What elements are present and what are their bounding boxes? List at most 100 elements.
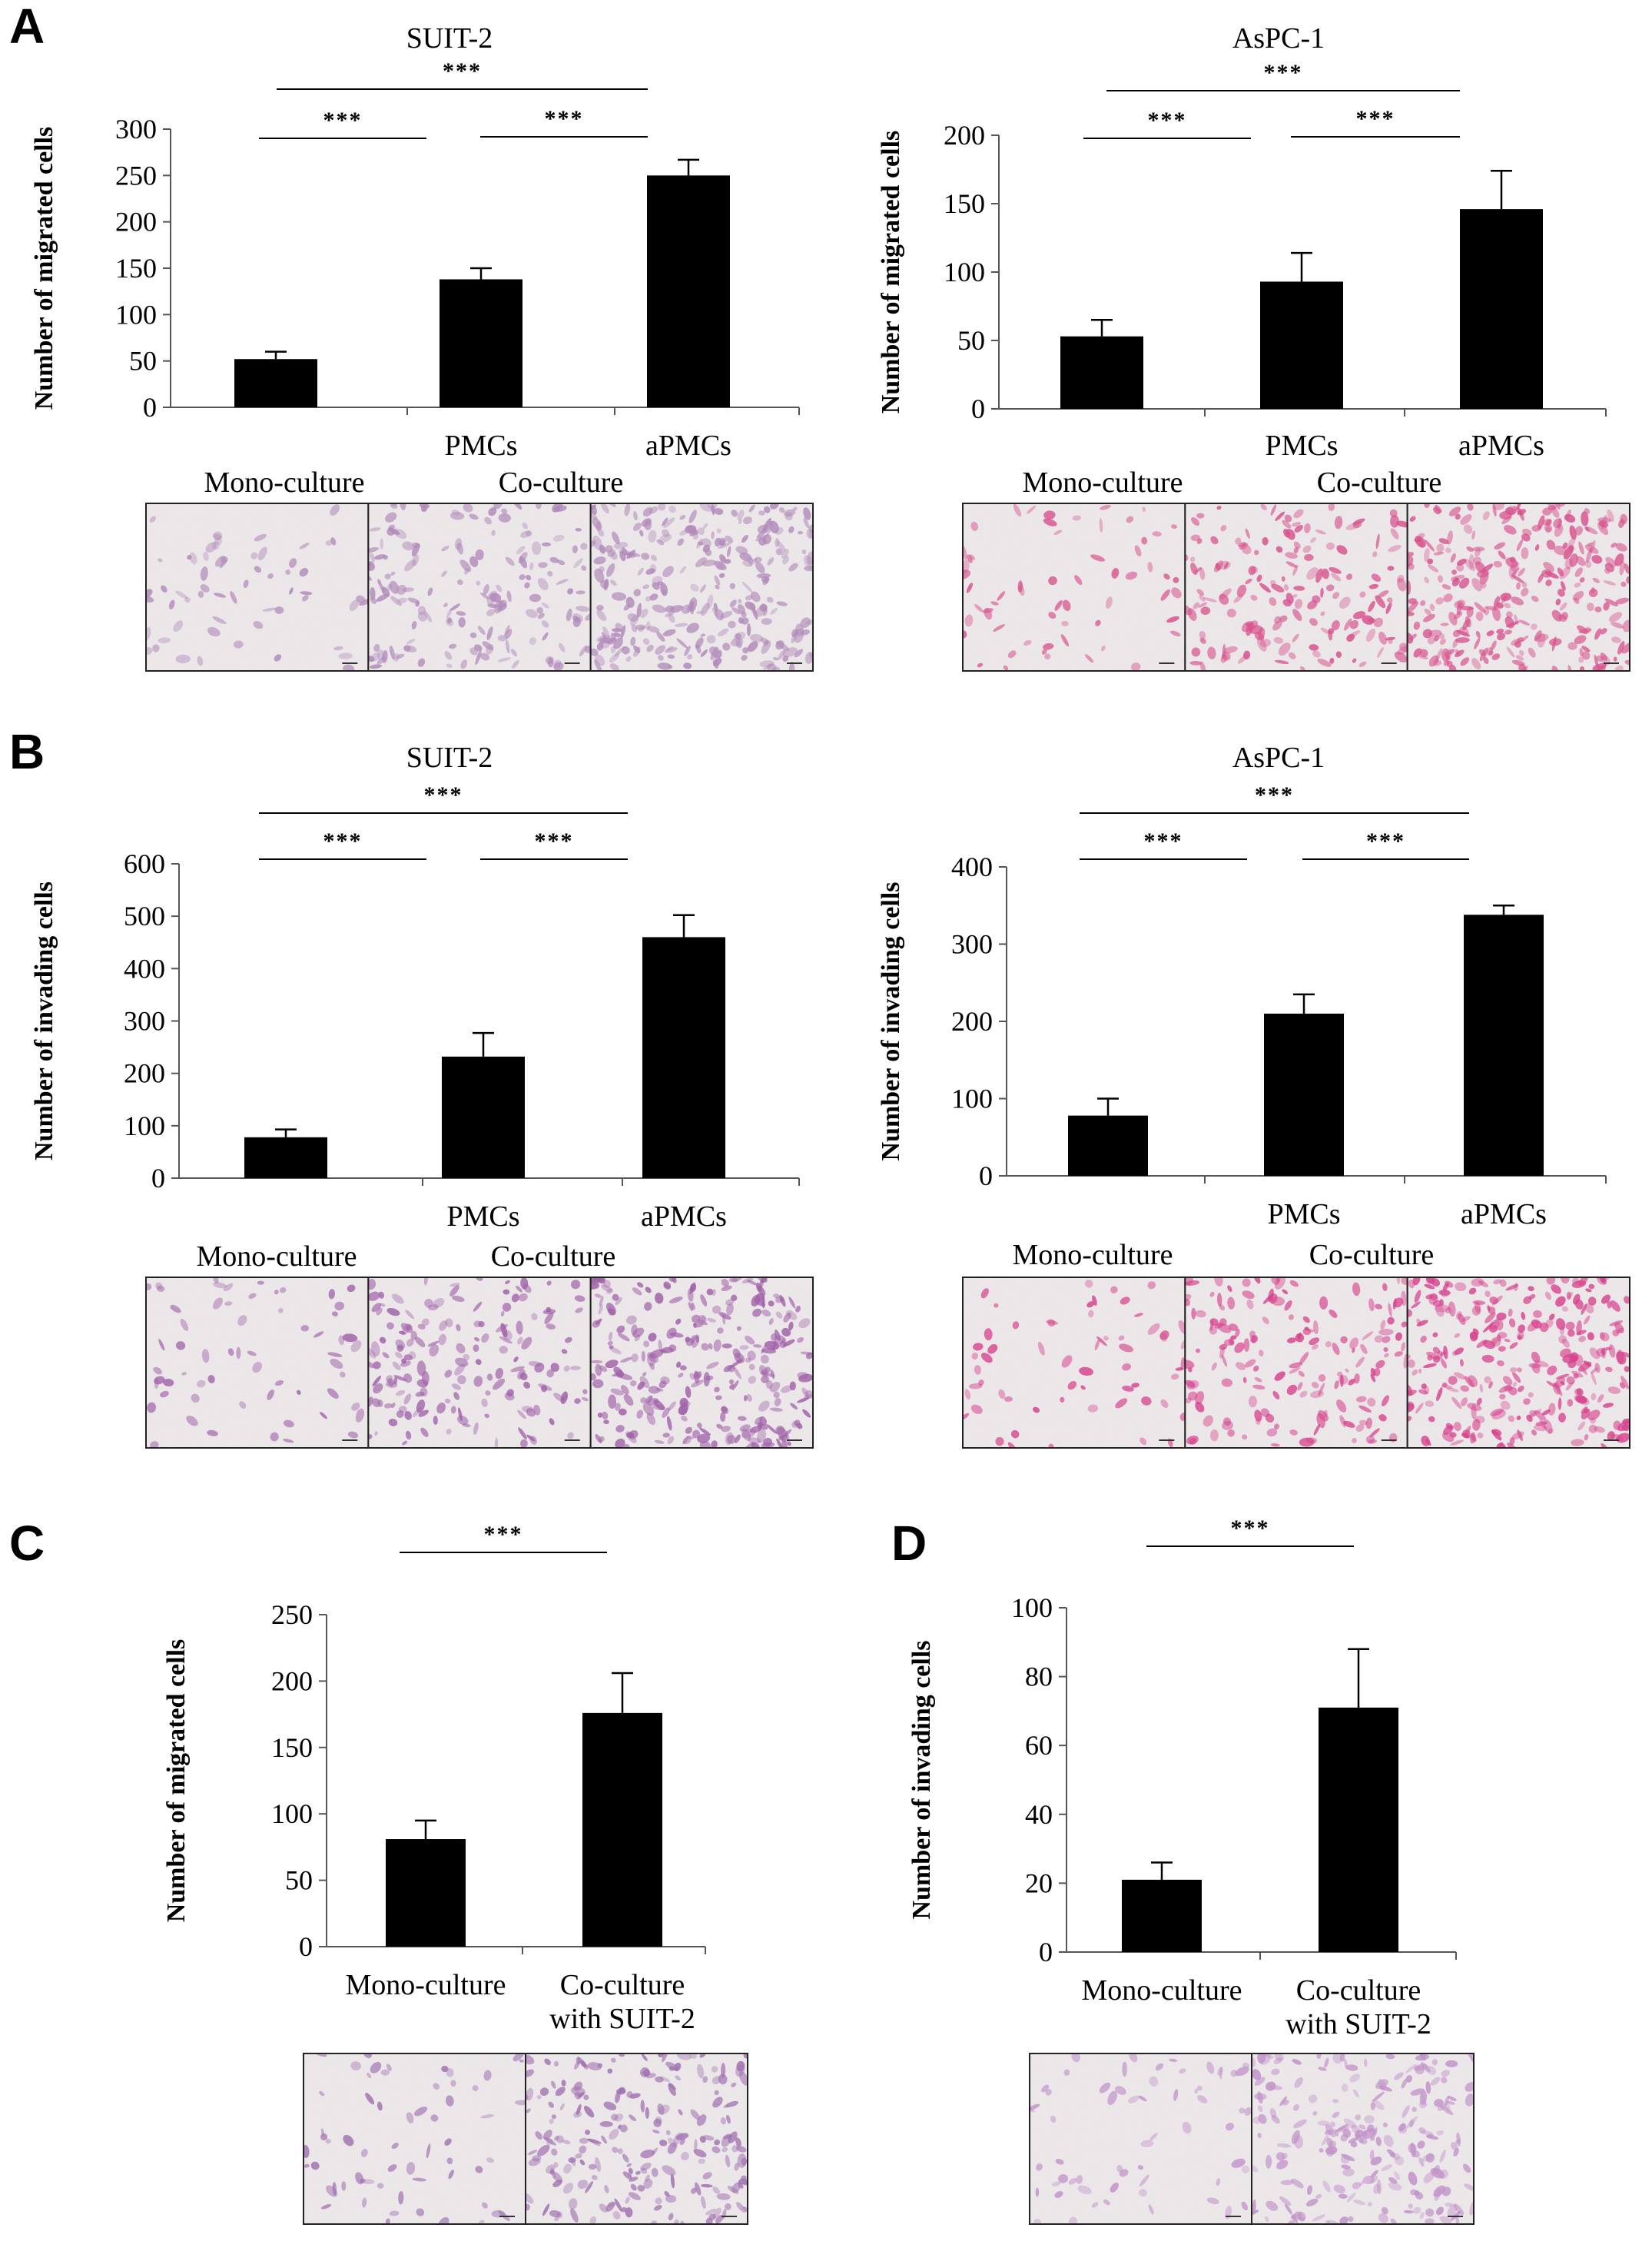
micrograph-1 — [145, 503, 370, 672]
chart-title: AsPC-1 — [1232, 742, 1325, 774]
bar — [386, 1839, 466, 1947]
x-category-label: PMCs — [1265, 430, 1338, 462]
micrograph-2 — [525, 2053, 748, 2225]
y-tick-label: 80 — [1025, 1662, 1053, 1692]
y-tick-label: 600 — [124, 848, 165, 879]
y-axis-label: Number of migrated cells — [877, 131, 905, 414]
panel-letter-c: C — [9, 1516, 45, 1571]
bar — [1122, 1879, 1202, 1952]
significance-label: *** — [484, 1522, 523, 1547]
micrograph-texture — [590, 503, 813, 671]
bar — [1260, 281, 1343, 409]
x-category-label: aPMCs — [641, 1200, 727, 1233]
micrograph-1 — [303, 2053, 526, 2225]
panel-letter-b: B — [9, 724, 45, 779]
micrograph-2 — [1184, 1277, 1408, 1449]
group-label: Mono-culture — [1013, 1239, 1173, 1271]
bar — [1319, 1707, 1398, 1952]
micrograph-texture — [146, 503, 369, 671]
significance-label: *** — [545, 106, 584, 131]
chart-title: AsPC-1 — [1232, 22, 1325, 55]
chart-b-left: SUIT-2 0 100 200 300 400 500 600 Number of invad… — [30, 742, 814, 1449]
y-axis-label: Number of invading cells — [907, 1640, 936, 1919]
y-tick-label: 100 — [944, 257, 985, 287]
significance-label: *** — [535, 828, 574, 854]
micrograph-texture — [1407, 1277, 1630, 1448]
y-tick-label: 250 — [115, 160, 157, 191]
micrograph-texture — [368, 503, 591, 671]
micrograph-frame — [589, 1277, 814, 1449]
bar — [1068, 1115, 1148, 1176]
x-category-label: with SUIT-2 — [1285, 2008, 1431, 2040]
micrograph-2 — [367, 503, 592, 672]
significance-label: *** — [1231, 1516, 1270, 1541]
chart-b-right: AsPC-1 0 100 200 300 400 Number of invading ce… — [877, 742, 1630, 1449]
micrograph-texture — [146, 1277, 369, 1448]
group-label: Co-culture — [1317, 466, 1442, 499]
y-tick-label: 0 — [979, 1160, 993, 1191]
x-category-label: Co-culture — [560, 1969, 685, 2001]
significance-label: *** — [1264, 60, 1303, 85]
significance-label: *** — [443, 58, 482, 84]
micrograph-1 — [962, 503, 1186, 672]
y-tick-label: 20 — [1025, 1868, 1053, 1898]
bar — [1264, 1013, 1344, 1176]
panel-letter-a: A — [9, 0, 45, 54]
micrograph-3 — [589, 1277, 814, 1449]
significance-label: *** — [424, 782, 463, 808]
micrograph-2 — [367, 1277, 592, 1449]
micrograph-3 — [1406, 1277, 1630, 1449]
micrograph-texture — [304, 2053, 526, 2224]
y-tick-label: 50 — [129, 346, 157, 377]
y-tick-label: 100 — [271, 1798, 313, 1829]
micrograph-3 — [589, 503, 814, 672]
y-tick-label: 0 — [1039, 1937, 1053, 1967]
micrograph-texture — [1030, 2053, 1252, 2224]
bar — [440, 279, 522, 407]
y-tick-label: 200 — [124, 1058, 165, 1089]
micrograph-3 — [1406, 503, 1630, 672]
chart-d-right: 0 20 40 60 80 100 Number of invading cells Mono… — [907, 1516, 1475, 2225]
group-label: Mono-culture — [204, 466, 365, 499]
y-axis-label: Number of invading cells — [30, 881, 58, 1160]
micrograph-texture — [1185, 503, 1408, 671]
y-tick-label: 100 — [124, 1111, 165, 1141]
bar — [1464, 915, 1544, 1176]
y-axis-label: Number of migrated cells — [30, 127, 58, 410]
y-tick-label: 40 — [1025, 1799, 1053, 1830]
y-tick-label: 400 — [951, 852, 993, 882]
y-tick-label: 150 — [115, 253, 157, 284]
x-category-label: aPMCs — [1458, 430, 1544, 462]
group-label: Mono-culture — [197, 1240, 357, 1273]
x-category-label: aPMCs — [1461, 1198, 1547, 1230]
micrograph-2 — [1184, 503, 1408, 672]
micrograph-1 — [962, 1277, 1186, 1449]
bar — [1460, 209, 1543, 409]
y-tick-label: 250 — [271, 1599, 313, 1630]
x-category-label: PMCs — [446, 1200, 519, 1233]
significance-label: *** — [323, 108, 363, 133]
group-label: Co-culture — [1309, 1239, 1435, 1271]
bar — [442, 1056, 525, 1178]
y-tick-label: 50 — [285, 1865, 313, 1896]
x-category-label: aPMCs — [645, 430, 731, 462]
micrograph-2 — [1251, 2053, 1475, 2225]
micrograph-texture — [590, 1277, 813, 1448]
micrograph-frame — [525, 2053, 748, 2225]
micrograph-frame — [1251, 2053, 1475, 2225]
y-tick-label: 0 — [151, 1163, 165, 1194]
bar — [244, 1137, 327, 1178]
y-tick-label: 150 — [944, 188, 985, 219]
y-tick-label: 100 — [115, 299, 157, 330]
x-category-label: PMCs — [1267, 1198, 1340, 1230]
micrograph-texture — [963, 503, 1186, 671]
y-tick-label: 150 — [271, 1732, 313, 1763]
chart-c-left: 0 50 100 150 200 250 Number of migrated cells M… — [162, 1522, 748, 2225]
y-tick-label: 200 — [115, 207, 157, 237]
group-label: Co-culture — [491, 1240, 616, 1273]
y-tick-label: 500 — [124, 901, 165, 931]
bar — [234, 359, 317, 407]
significance-label: *** — [1148, 108, 1187, 133]
significance-label: *** — [1366, 828, 1405, 854]
